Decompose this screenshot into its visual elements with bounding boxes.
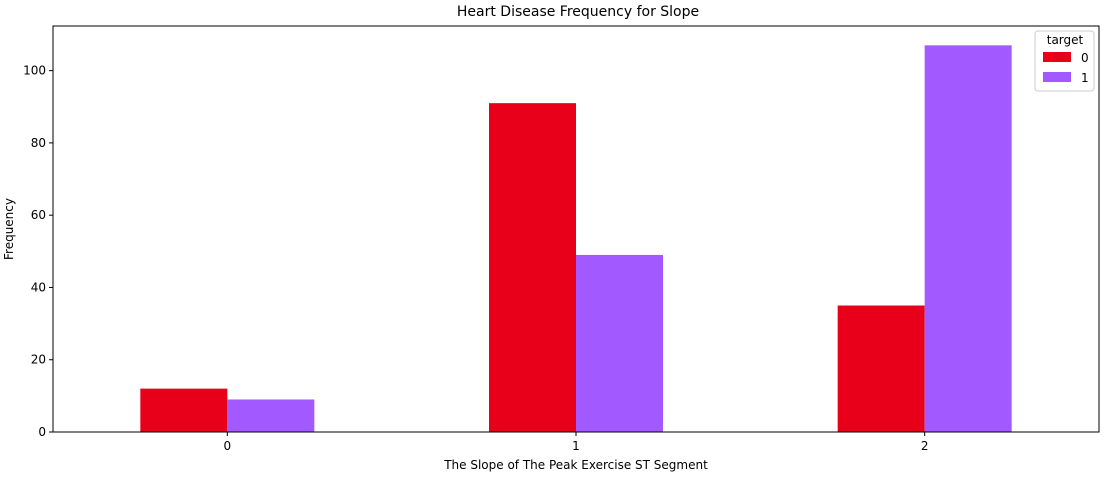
y-tick-label: 80: [31, 136, 46, 150]
bar-target-0-slope-2: [837, 305, 925, 432]
bar-target-1-slope-2: [924, 45, 1012, 432]
y-axis-label: Frequency: [2, 198, 16, 260]
y-tick-label: 100: [23, 64, 46, 78]
bars-group: [140, 45, 1012, 432]
x-axis-label: The Slope of The Peak Exercise ST Segmen…: [443, 458, 708, 472]
bar-target-1-slope-1: [576, 254, 663, 432]
x-tick-label: 1: [572, 439, 580, 453]
legend-label-0: 0: [1081, 51, 1089, 65]
legend-swatch-0: [1043, 52, 1071, 62]
bar-target-0-slope-1: [489, 103, 576, 432]
legend-label-1: 1: [1081, 71, 1089, 85]
x-tick-label: 0: [224, 439, 232, 453]
x-tick-label: 2: [921, 439, 929, 453]
legend-items: 01: [1043, 51, 1089, 85]
chart-title: Heart Disease Frequency for Slope: [457, 4, 699, 20]
bar-target-0-slope-0: [140, 388, 228, 432]
y-axis: 0 20 40 60 80 100: [23, 64, 53, 439]
legend: target 01: [1034, 30, 1095, 92]
legend-swatch-1: [1043, 72, 1071, 82]
x-axis: 0 1 2: [224, 432, 929, 453]
legend-title: target: [1047, 33, 1084, 47]
y-tick-label: 0: [38, 425, 46, 439]
y-tick-label: 60: [31, 208, 46, 222]
y-tick-label: 40: [31, 280, 46, 294]
y-tick-label: 20: [31, 353, 46, 367]
bar-target-1-slope-0: [227, 399, 315, 432]
